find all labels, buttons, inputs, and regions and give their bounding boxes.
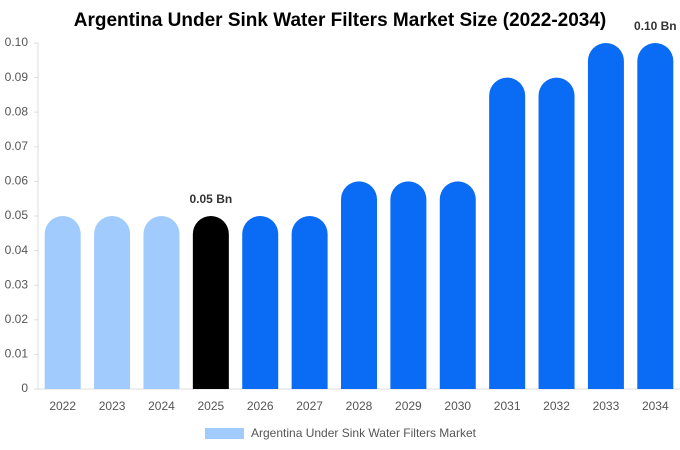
chart-title: Argentina Under Sink Water Filters Marke… [74, 10, 607, 31]
bar [587, 43, 624, 389]
legend-swatch [205, 428, 244, 439]
bar [637, 43, 674, 389]
x-tick-label: 2031 [494, 399, 521, 413]
bar [538, 77, 575, 389]
legend-label: Argentina Under Sink Water Filters Marke… [251, 426, 477, 440]
bar [192, 216, 229, 389]
x-tick-label: 2034 [642, 399, 669, 413]
bar [44, 216, 81, 389]
bar [390, 181, 427, 389]
bar [94, 216, 131, 389]
x-tick-label: 2030 [444, 399, 471, 413]
y-tick-label: 0.06 [5, 174, 29, 188]
x-tick-label: 2024 [148, 399, 175, 413]
x-tick-label: 2025 [197, 399, 224, 413]
y-tick-label: 0.10 [5, 35, 29, 49]
x-tick-label: 2023 [99, 399, 126, 413]
bar [341, 181, 377, 389]
x-tick-label: 2032 [543, 399, 570, 413]
bar [242, 216, 279, 389]
y-tick-label: 0.03 [5, 277, 29, 291]
data-label: 0.10 Bn [634, 19, 677, 33]
bar [489, 77, 526, 389]
data-label: 0.05 Bn [190, 192, 233, 206]
bar [291, 216, 328, 389]
y-tick-label: 0.02 [5, 312, 29, 326]
y-tick-label: 0.05 [5, 208, 29, 222]
x-tick-label: 2033 [593, 399, 620, 413]
y-tick-label: 0 [21, 381, 28, 395]
x-tick-label: 2028 [346, 399, 373, 413]
bar [439, 181, 476, 389]
y-tick-label: 0.08 [5, 104, 29, 118]
y-tick-label: 0.01 [5, 347, 29, 361]
y-tick-label: 0.09 [5, 70, 29, 84]
x-tick-label: 2022 [49, 399, 76, 413]
x-tick-label: 2026 [247, 399, 274, 413]
x-tick-label: 2029 [395, 399, 422, 413]
y-tick-label: 0.04 [5, 243, 29, 257]
y-tick-label: 0.07 [5, 139, 29, 153]
x-tick-label: 2027 [296, 399, 323, 413]
bar [143, 216, 180, 389]
